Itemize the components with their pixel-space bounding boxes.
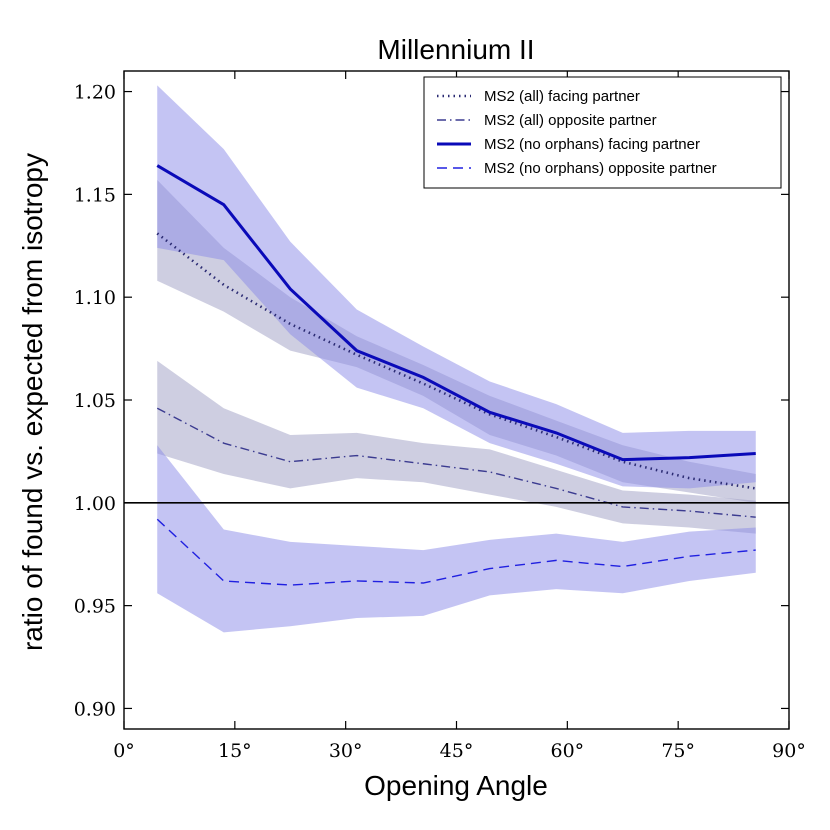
- legend-label-3: MS2 (no orphans) facing partner: [484, 136, 700, 153]
- legend-label-4: MS2 (no orphans) opposite partner: [484, 160, 717, 177]
- y-tick-label: 0.90: [74, 698, 116, 720]
- legend-label-1: MS2 (all) facing partner: [484, 88, 640, 105]
- legend-label-2: MS2 (all) opposite partner: [484, 112, 657, 129]
- confidence-bands: [157, 85, 756, 633]
- y-tick-label: 1.10: [74, 287, 116, 309]
- y-tick-label: 1.00: [74, 493, 116, 515]
- chart-title: Millennium II: [377, 34, 534, 65]
- band-series-4: [157, 445, 756, 633]
- legend-box: [423, 76, 782, 189]
- series-lines: [156, 164, 756, 586]
- line-series-4: [156, 518, 756, 586]
- y-tick-label: 1.05: [74, 390, 116, 412]
- y-axis-label: ratio of found vs. expected from isotrop…: [17, 153, 48, 651]
- line-series-3: [156, 164, 756, 462]
- x-axis-label: Opening Angle: [364, 770, 548, 801]
- x-tick-label: 90°: [772, 740, 806, 762]
- y-tick-label: 1.20: [74, 82, 116, 104]
- legend: MS2 (all) facing partner MS2 (all) opposi…: [423, 76, 782, 189]
- x-tick-label: 0°: [113, 740, 135, 762]
- band-series-3: [157, 85, 756, 489]
- y-tick-label: 1.15: [74, 184, 116, 206]
- x-tick-label: 60°: [550, 740, 584, 762]
- line-series-1: [156, 232, 756, 490]
- x-tick-label: 15°: [218, 740, 252, 762]
- x-tick-label: 75°: [661, 740, 695, 762]
- x-tick-label: 45°: [440, 740, 474, 762]
- x-tick-label: 30°: [329, 740, 363, 762]
- y-tick-label: 0.95: [74, 596, 116, 618]
- band-series-2: [157, 360, 756, 534]
